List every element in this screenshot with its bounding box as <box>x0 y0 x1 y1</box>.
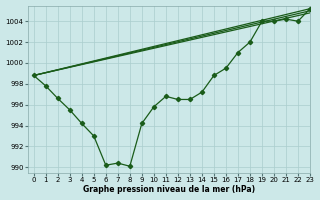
X-axis label: Graphe pression niveau de la mer (hPa): Graphe pression niveau de la mer (hPa) <box>83 185 255 194</box>
